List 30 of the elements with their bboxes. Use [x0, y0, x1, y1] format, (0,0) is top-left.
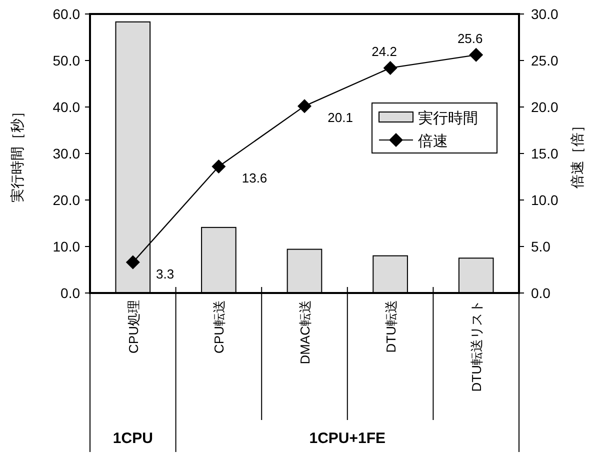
- y2-tick-label: 10.0: [531, 192, 558, 208]
- data-label: 3.3: [156, 266, 174, 282]
- legend-label: 倍速: [418, 133, 448, 150]
- y-tick-label: 30.0: [52, 146, 80, 162]
- x-tick-label: DTU転送: [383, 300, 398, 353]
- data-label: 25.6: [457, 30, 483, 46]
- y-tick-label: 60.0: [52, 6, 80, 22]
- x-tick-label: DTU転送リスト: [469, 300, 484, 392]
- y2-tick-label: 30.0: [531, 6, 558, 22]
- x-tick-label: CPU処理: [126, 300, 141, 354]
- y2-tick-label: 25.0: [531, 52, 558, 68]
- data-label: 24.2: [372, 44, 397, 59]
- y2-tick-label: 0.0: [531, 285, 551, 301]
- data-label: 13.6: [242, 170, 268, 186]
- y-tick-label: 10.0: [52, 238, 80, 254]
- y-axis-title: 実行時間［秒］: [9, 104, 25, 202]
- y2-tick-label: 20.0: [531, 99, 558, 115]
- y2-tick-label: 15.0: [531, 146, 558, 162]
- x-tick-label: CPU転送: [212, 300, 227, 354]
- data-label: 20.1: [328, 110, 353, 126]
- text: 1CPU+1FE: [309, 430, 386, 447]
- y-tick-label: 20.0: [52, 192, 80, 208]
- y2-axis-title: 倍速［倍］: [569, 118, 585, 188]
- x-tick-label: DMAC転送: [298, 300, 312, 364]
- y-tick-label: 40.0: [52, 99, 80, 115]
- y-tick-label: 50.0: [52, 52, 80, 68]
- text: 1CPU: [112, 430, 153, 447]
- y2-tick-label: 5.0: [531, 238, 551, 254]
- y-tick-label: 0.0: [60, 285, 80, 301]
- legend-label: 実行時間: [418, 110, 478, 127]
